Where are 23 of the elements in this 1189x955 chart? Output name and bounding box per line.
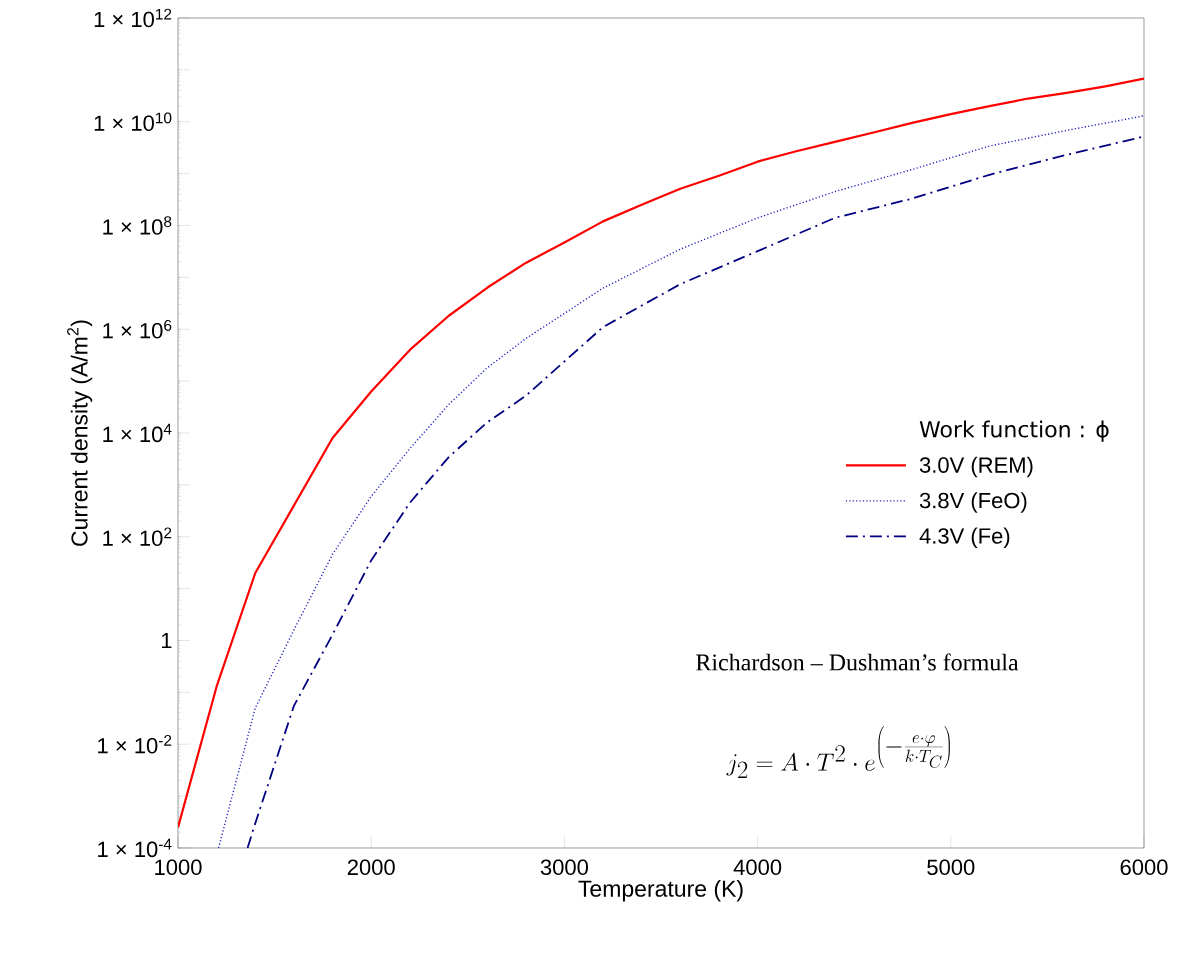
x-axis-title: Temperature (K) <box>578 879 743 902</box>
legend-label: 3.0V (REM) <box>919 456 1033 478</box>
legend-label: 4.3V (Fe) <box>919 527 1010 549</box>
y-tick-label: 1 × 10$^{-4}$ <box>98 838 172 858</box>
x-tick-label: 2000 <box>347 859 395 876</box>
y-tick-label: 1 × 10$^{-2}$ <box>98 734 172 754</box>
x-tick-label: 4000 <box>733 859 782 876</box>
y-tick-label: 1 <box>161 632 172 649</box>
x-tick-label: 6000 <box>1120 859 1168 876</box>
x-tick-label: 3000 <box>540 859 588 876</box>
annotation: Richardson – Dushman’s formula <box>696 653 1019 671</box>
y-tick-label: 1 × 10$^{12}$ <box>94 8 172 28</box>
x-tick-label: 5000 <box>927 859 975 876</box>
legend-label: 3.8V (FeO) <box>919 492 1027 513</box>
y-tick-label: 1 × 10$^{10}$ <box>94 112 172 131</box>
y-axis-title: Current density (A/m$^{2}$) <box>67 320 93 546</box>
x-tick-label: 1000 <box>155 859 202 876</box>
y-tick-label: 1 × 10$^{2}$ <box>103 527 172 546</box>
annotation: $j_2 = A\cdot T^{2}\cdot e^{\left(-\frac{e\cdot\varphi}{k\cdot T_C}\right)}$ <box>726 725 950 779</box>
legend-title: Work function : ϕ <box>919 420 1109 442</box>
y-tick-label: 1 × 10$^{4}$ <box>103 423 172 443</box>
y-tick-label: 1 × 10$^{6}$ <box>103 319 172 339</box>
y-tick-label: 1 × 10$^{8}$ <box>103 216 172 235</box>
